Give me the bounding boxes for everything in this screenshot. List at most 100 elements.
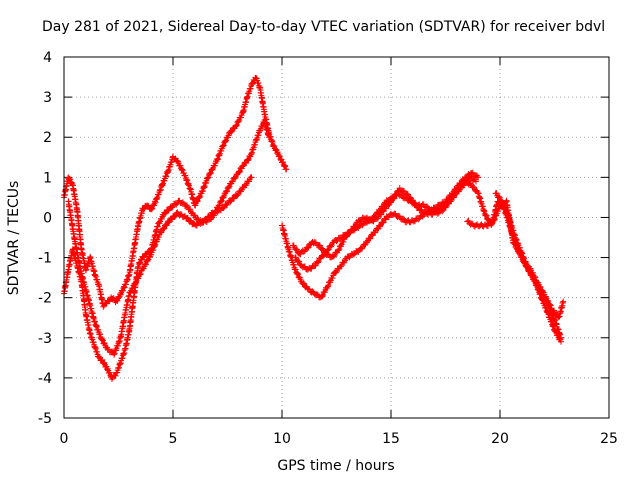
data-point bbox=[144, 202, 151, 209]
data-point bbox=[219, 194, 226, 201]
y-tick-label: -3 bbox=[38, 331, 52, 347]
data-point bbox=[292, 266, 299, 273]
data-point bbox=[155, 234, 162, 241]
data-point bbox=[98, 336, 105, 343]
data-point bbox=[205, 174, 212, 181]
data-point bbox=[148, 206, 155, 213]
data-point bbox=[471, 184, 478, 191]
data-point bbox=[211, 162, 218, 169]
data-point bbox=[312, 262, 319, 269]
data-point bbox=[468, 170, 475, 177]
data-point bbox=[282, 163, 289, 170]
data-point bbox=[319, 245, 326, 252]
data-point bbox=[142, 261, 149, 268]
data-point bbox=[232, 173, 239, 180]
data-point bbox=[404, 191, 411, 198]
data-point bbox=[151, 242, 158, 249]
data-point bbox=[409, 197, 416, 204]
y-axis-label: SDTVAR / TECUs bbox=[6, 181, 22, 296]
data-point bbox=[350, 227, 357, 234]
data-point bbox=[290, 242, 297, 249]
data-point bbox=[68, 179, 75, 186]
data-point bbox=[296, 258, 303, 265]
data-point bbox=[496, 194, 503, 201]
data-point bbox=[158, 216, 165, 223]
data-point bbox=[281, 162, 288, 169]
data-point bbox=[195, 193, 202, 200]
data-point bbox=[495, 193, 502, 200]
data-point bbox=[221, 192, 228, 199]
data-point bbox=[234, 192, 241, 199]
data-point bbox=[232, 123, 239, 130]
data-point bbox=[423, 203, 430, 210]
data-point bbox=[187, 217, 194, 224]
data-point bbox=[293, 246, 300, 253]
data-point bbox=[66, 176, 73, 183]
data-point bbox=[546, 301, 553, 308]
data-point bbox=[393, 191, 400, 198]
data-point bbox=[112, 372, 119, 379]
data-point bbox=[179, 166, 186, 173]
x-tick-label: 15 bbox=[382, 431, 400, 447]
data-point bbox=[194, 198, 201, 205]
data-point bbox=[257, 127, 264, 134]
y-tick-label: 4 bbox=[43, 50, 52, 66]
data-point bbox=[232, 175, 239, 182]
data-point bbox=[197, 220, 204, 227]
series-trace-1 bbox=[61, 74, 290, 310]
data-point bbox=[265, 134, 272, 141]
x-tick-label: 20 bbox=[491, 431, 509, 447]
data-point bbox=[121, 284, 128, 291]
data-point bbox=[137, 270, 144, 277]
data-point bbox=[319, 253, 326, 260]
data-point bbox=[560, 298, 567, 305]
data-point bbox=[196, 194, 203, 201]
data-point bbox=[129, 285, 136, 292]
data-point bbox=[144, 257, 151, 264]
data-point bbox=[177, 162, 184, 169]
data-point bbox=[297, 276, 304, 283]
data-point bbox=[392, 191, 399, 198]
data-point bbox=[228, 128, 235, 135]
series-trace-4 bbox=[279, 169, 482, 301]
data-point bbox=[200, 219, 207, 226]
grid bbox=[64, 57, 609, 418]
data-point bbox=[236, 169, 243, 176]
data-point bbox=[483, 212, 490, 219]
data-point bbox=[104, 346, 111, 353]
data-point bbox=[337, 263, 344, 270]
data-point bbox=[150, 246, 157, 253]
data-point bbox=[316, 242, 323, 249]
data-point bbox=[220, 142, 227, 149]
data-point bbox=[350, 251, 357, 258]
data-point bbox=[295, 257, 302, 264]
data-point bbox=[160, 226, 167, 233]
data-point bbox=[364, 219, 371, 226]
x-tick-label: 0 bbox=[60, 431, 69, 447]
plot-frame bbox=[63, 56, 610, 419]
data-point bbox=[379, 219, 386, 226]
data-point bbox=[552, 328, 559, 335]
series-trace-3 bbox=[65, 174, 255, 358]
data-point bbox=[547, 302, 554, 309]
data-point bbox=[214, 209, 221, 216]
data-point bbox=[475, 174, 482, 181]
data-point bbox=[324, 283, 331, 290]
data-point bbox=[292, 254, 299, 261]
data-point bbox=[100, 303, 107, 310]
x-axis-label: GPS time / hours bbox=[277, 458, 394, 474]
data-point bbox=[335, 247, 342, 254]
data-point bbox=[556, 335, 563, 342]
data-point bbox=[526, 267, 533, 274]
data-point bbox=[367, 235, 374, 242]
data-point bbox=[245, 157, 252, 164]
data-point bbox=[410, 218, 417, 225]
chart-title: Day 281 of 2021, Sidereal Day-to-day VTE… bbox=[42, 19, 605, 35]
data-point bbox=[437, 206, 444, 213]
data-point bbox=[432, 209, 439, 216]
data-point bbox=[300, 279, 307, 286]
data-point bbox=[208, 166, 215, 173]
data-point bbox=[135, 263, 142, 270]
data-point bbox=[220, 205, 227, 212]
